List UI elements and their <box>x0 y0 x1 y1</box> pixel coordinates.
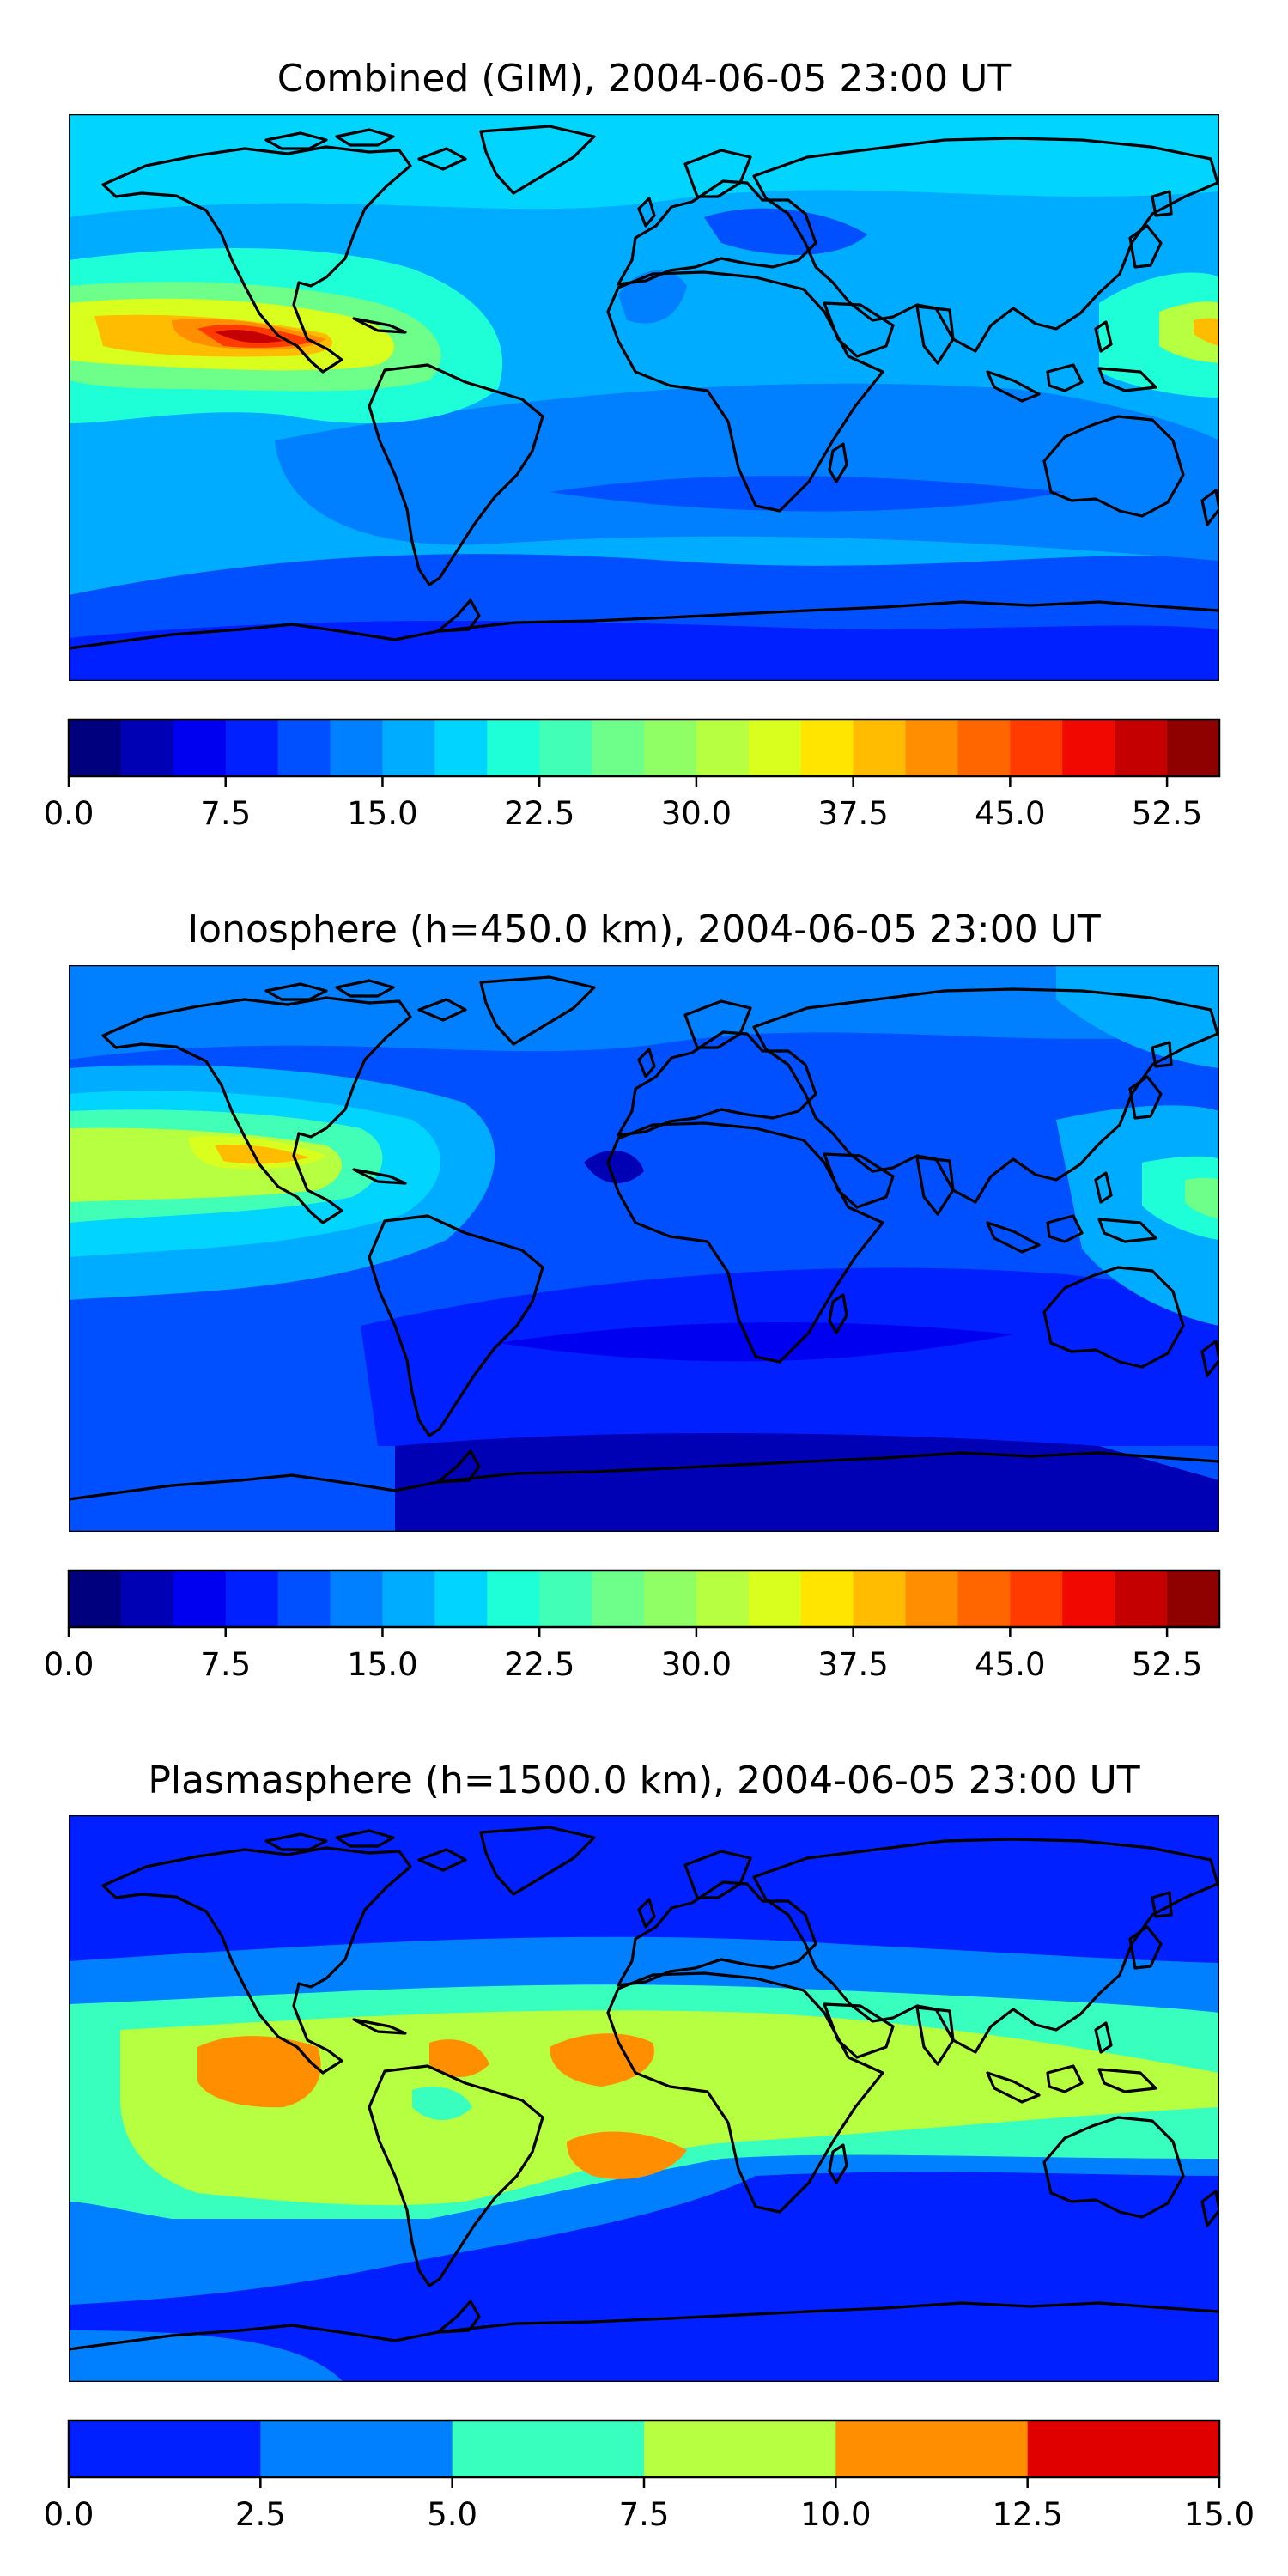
colorbar-cell <box>644 2421 836 2477</box>
colorbar-cell <box>1027 2421 1220 2477</box>
colorbar-tick-label: 30.0 <box>661 795 732 832</box>
colorbar: 0.0 2.5 5.0 7.5 10.0 12.5 15.0 <box>44 2419 1255 2533</box>
colorbar-tick-label: 7.5 <box>619 2496 670 2533</box>
colorbar-tick-label: 10.0 <box>800 2496 871 2533</box>
colorbar-cell <box>800 1571 854 1627</box>
colorbar-tick-label: 37.5 <box>817 1646 888 1683</box>
tec-map <box>69 1815 1219 2382</box>
colorbar-cell <box>1167 720 1220 776</box>
colorbar-tick-label: 7.5 <box>200 795 251 832</box>
colorbar-cell <box>277 1571 331 1627</box>
colorbar-cell <box>696 1571 750 1627</box>
map-area <box>69 965 1219 1532</box>
colorbar-cell <box>539 720 592 776</box>
colorbar-cell <box>452 2421 645 2477</box>
colorbar-cell <box>644 720 697 776</box>
colorbar-ticks: 0.0 7.5 15.0 22.5 30.0 37.5 45.0 52.5 <box>44 1627 1202 1683</box>
colorbar-cell <box>905 1571 959 1627</box>
colorbar-cell <box>835 2421 1029 2477</box>
colorbar-cell <box>1115 720 1168 776</box>
colorbar-tick-label: 52.5 <box>1132 795 1202 832</box>
colorbar-tick-label: 12.5 <box>992 2496 1062 2533</box>
colorbar-cell <box>225 1571 279 1627</box>
colorbar-cell <box>382 1571 435 1627</box>
colorbar-cells <box>69 1571 1220 1627</box>
colorbar-cell <box>853 720 907 776</box>
colorbar-tick-label: 52.5 <box>1132 1646 1202 1683</box>
colorbar-cell <box>69 1571 122 1627</box>
colorbar-tick-label: 0.0 <box>44 795 94 832</box>
colorbar-cell <box>1115 1571 1168 1627</box>
panel-title: Plasmasphere (h=1500.0 km), 2004-06-05 2… <box>148 1759 1139 1802</box>
colorbar-cell <box>487 720 540 776</box>
colorbar-cell <box>748 1571 802 1627</box>
panel-ionosphere: Ionosphere (h=450.0 km), 2004-06-05 23:0… <box>44 908 1221 1683</box>
colorbar-cell <box>800 720 854 776</box>
colorbar-tick-label: 30.0 <box>661 1646 732 1683</box>
colorbar-tick-label: 2.5 <box>235 2496 286 2533</box>
colorbar-cell <box>330 1571 384 1627</box>
panel-combined: Combined (GIM), 2004-06-05 23:00 UT <box>44 57 1221 832</box>
colorbar-cell <box>173 720 227 776</box>
colorbar-tick-label: 37.5 <box>817 795 888 832</box>
colorbar-ticks: 0.0 2.5 5.0 7.5 10.0 12.5 15.0 <box>44 2477 1255 2533</box>
colorbar-cell <box>957 720 1011 776</box>
panel-title: Ionosphere (h=450.0 km), 2004-06-05 23:0… <box>187 908 1101 951</box>
colorbar-cell <box>1010 1571 1063 1627</box>
colorbar-cell <box>434 720 488 776</box>
colorbar-cell <box>539 1571 592 1627</box>
colorbar-cells <box>69 2421 1220 2477</box>
colorbar-tick-label: 22.5 <box>504 1646 574 1683</box>
panel-plasmasphere: Plasmasphere (h=1500.0 km), 2004-06-05 2… <box>44 1759 1255 2533</box>
colorbar-cell <box>173 1571 227 1627</box>
colorbar-cell <box>487 1571 540 1627</box>
colorbar-cell <box>120 720 174 776</box>
colorbar-ticks: 0.0 7.5 15.0 22.5 30.0 37.5 45.0 52.5 <box>44 776 1202 832</box>
colorbar-cell <box>260 2421 453 2477</box>
colorbar-tick-label: 7.5 <box>200 1646 251 1683</box>
colorbar-cell <box>1062 720 1115 776</box>
colorbar-cell <box>277 720 331 776</box>
map-area <box>69 114 1219 681</box>
colorbar-frame <box>67 718 1221 778</box>
colorbar-tick-label: 22.5 <box>504 795 574 832</box>
colorbar-cell <box>69 720 122 776</box>
colorbar-tick-label: 0.0 <box>44 2496 94 2533</box>
colorbar-cell <box>69 2421 261 2477</box>
colorbar-cell <box>957 1571 1011 1627</box>
colorbar-cell <box>120 1571 174 1627</box>
colorbar-tick-label: 45.0 <box>975 1646 1045 1683</box>
colorbar-cells <box>69 720 1220 776</box>
colorbar-cell <box>1167 1571 1220 1627</box>
colorbar-cell <box>905 720 959 776</box>
colorbar-cell <box>225 720 279 776</box>
colorbar-cell <box>1010 720 1063 776</box>
tec-map <box>69 965 1219 1532</box>
colorbar-cell <box>696 720 750 776</box>
colorbar-frame <box>67 1569 1221 1629</box>
colorbar-tick-label: 15.0 <box>347 1646 417 1683</box>
colorbar-tick-label: 15.0 <box>1184 2496 1255 2533</box>
colorbar-cell <box>644 1571 697 1627</box>
colorbar: 0.0 7.5 15.0 22.5 30.0 37.5 45.0 52.5 <box>44 1569 1221 1683</box>
colorbar-tick-label: 15.0 <box>347 795 417 832</box>
colorbar-tick-label: 5.0 <box>427 2496 477 2533</box>
map-area <box>69 1815 1219 2382</box>
colorbar-tick-label: 45.0 <box>975 795 1045 832</box>
tec-map <box>69 114 1219 681</box>
colorbar-cell <box>853 1571 907 1627</box>
colorbar-cell <box>592 720 645 776</box>
colorbar-cell <box>1062 1571 1115 1627</box>
panel-title: Combined (GIM), 2004-06-05 23:00 UT <box>277 57 1012 100</box>
colorbar-cell <box>434 1571 488 1627</box>
colorbar-tick-label: 0.0 <box>44 1646 94 1683</box>
colorbar-cell <box>382 720 435 776</box>
colorbar-cell <box>330 720 384 776</box>
colorbar: 0.0 7.5 15.0 22.5 30.0 37.5 45.0 52.5 <box>44 718 1221 832</box>
colorbar-cell <box>592 1571 645 1627</box>
colorbar-cell <box>748 720 802 776</box>
